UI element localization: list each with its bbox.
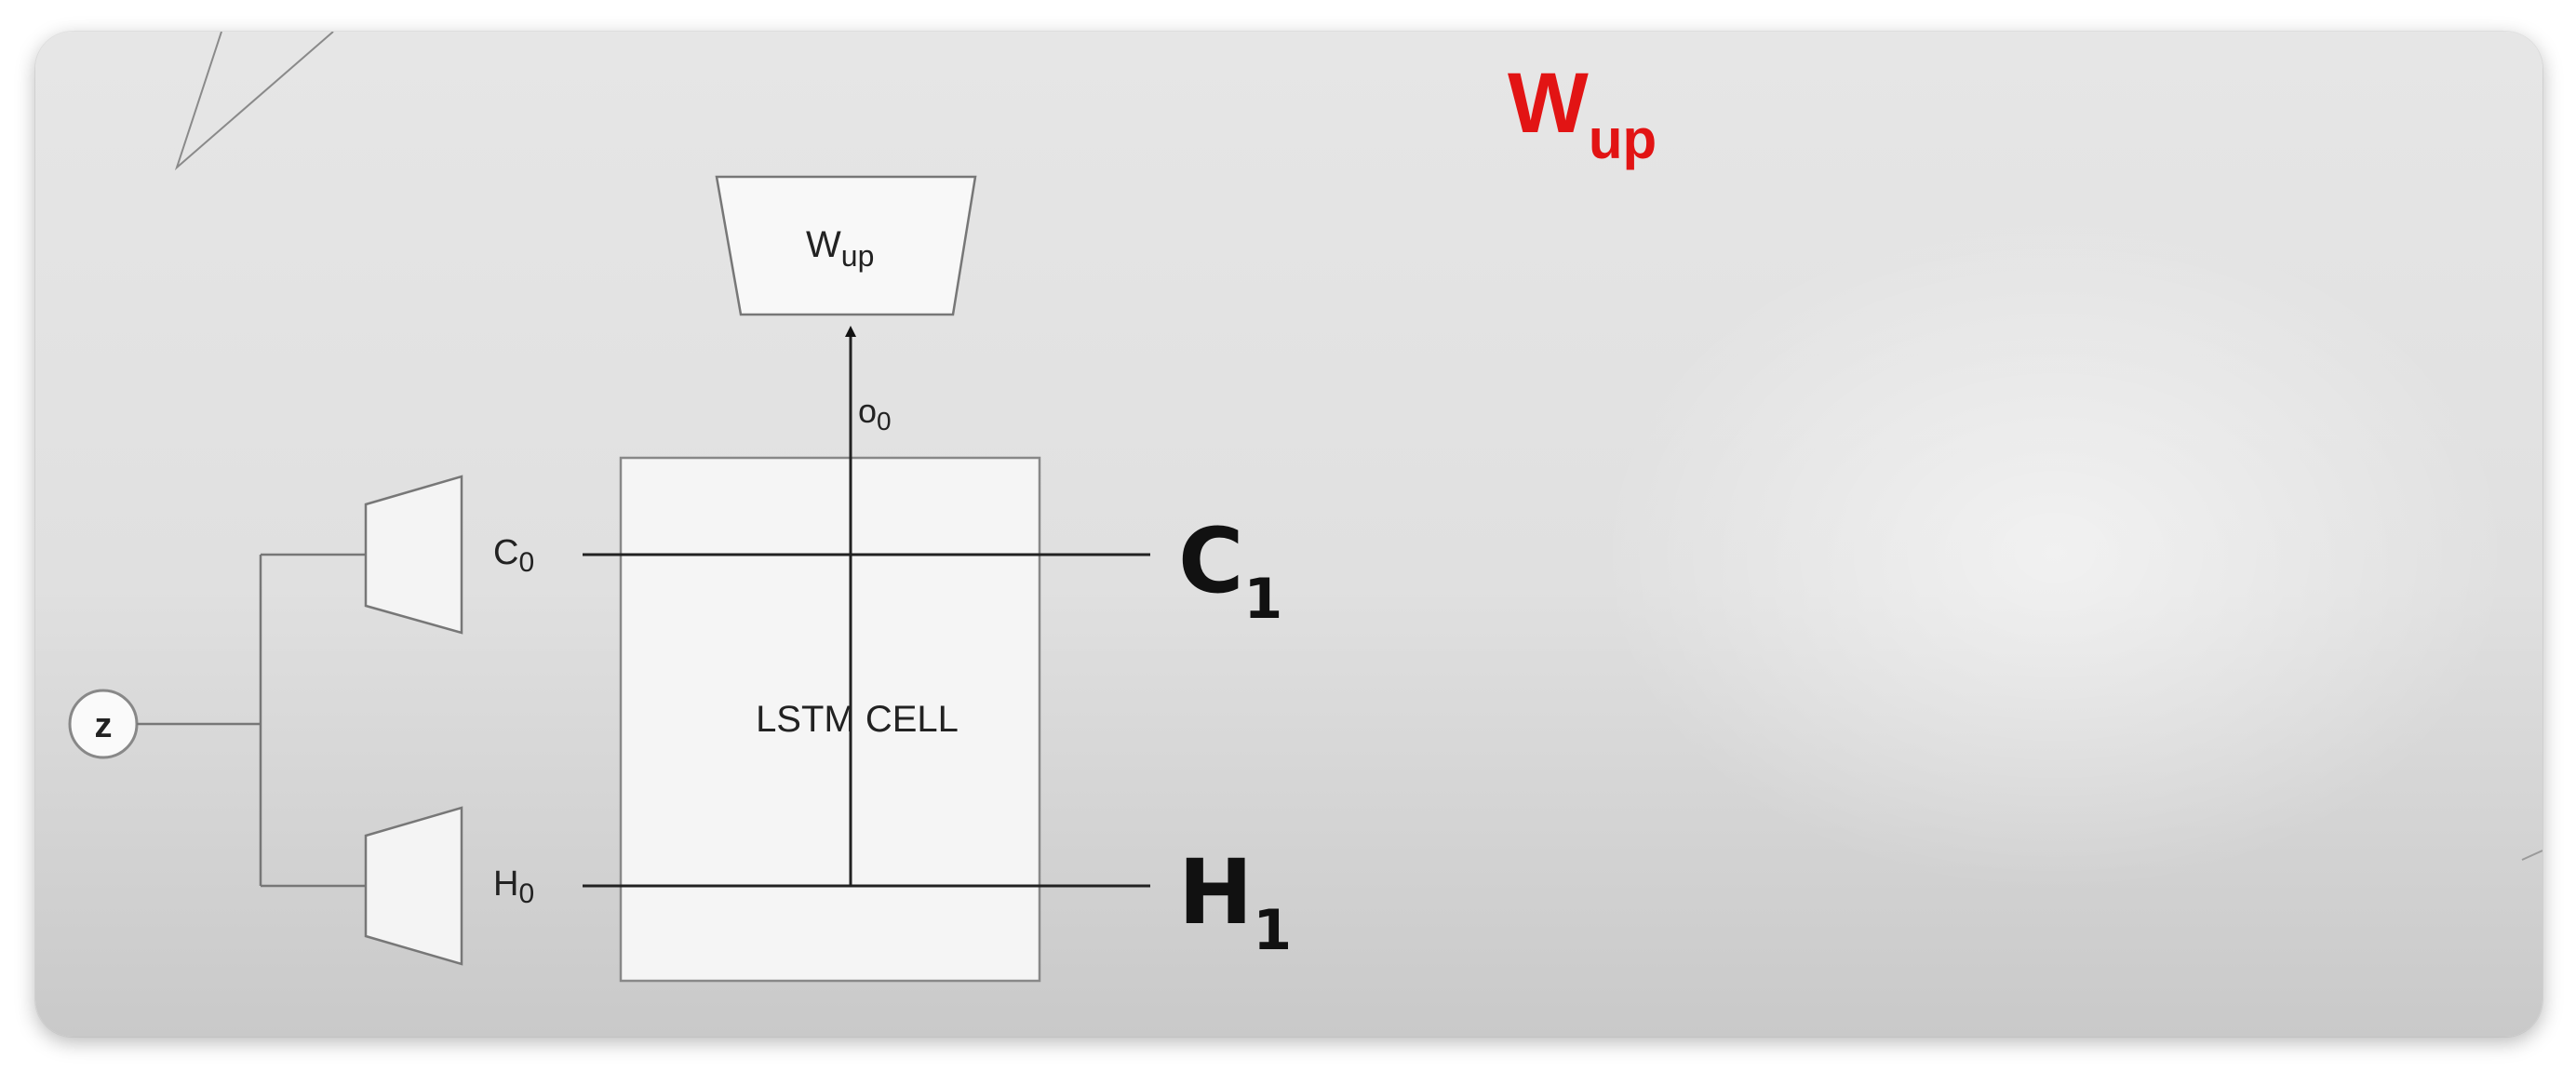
o0-label: o0 [858, 392, 892, 436]
decorative-stroke [2521, 850, 2542, 861]
lstm-diagram: Wup z C0 H0 LSTM CELL o0 [68, 32, 2542, 983]
c1-label: C1 [1178, 509, 1282, 632]
h1-label: H1 [1178, 840, 1292, 963]
slide-frame: Wup z C0 H0 LSTM CELL o0 [35, 32, 2542, 1037]
c0-label: C0 [493, 533, 534, 578]
decorative-triangle [174, 32, 334, 171]
wup-box-label: Wup [806, 224, 874, 273]
lstm-cell-label: LSTM CELL [756, 699, 959, 740]
c0-projection-trapezoid [364, 475, 463, 635]
h0-label: H0 [493, 864, 534, 909]
h0-projection-trapezoid [364, 806, 463, 966]
z-node-label: z [95, 706, 113, 745]
lstm-cell-box [619, 456, 1041, 983]
wup-projection-trapezoid [715, 175, 977, 316]
wup-title: Wup [1508, 56, 1657, 170]
